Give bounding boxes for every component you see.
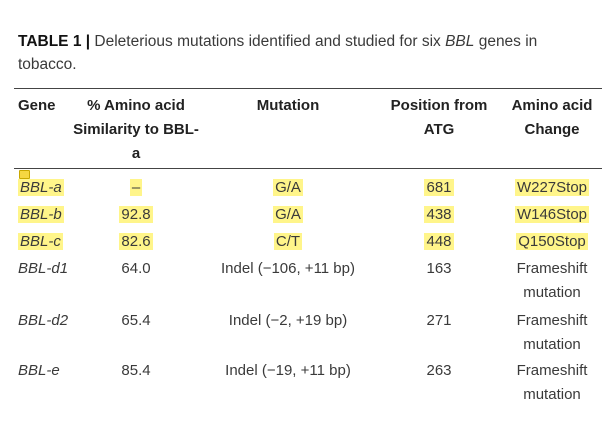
table-row: BBL-c 82.6 C/T 448 Q150Stop: [14, 230, 602, 257]
table-row: BBL-d2 65.4 Indel (−2, +19 bp) 271 Frame…: [14, 309, 602, 359]
mutation-cell: Indel (−106, +11 bp): [221, 260, 355, 277]
similarity-cell: 82.6: [119, 233, 153, 250]
change-cell: Frameshift mutation: [516, 260, 588, 301]
table-top-rule: [14, 88, 602, 89]
spacer-row: [14, 166, 602, 176]
change-cell: W227Stop: [514, 179, 590, 196]
position-cell: 263: [426, 362, 452, 379]
similarity-cell: 65.4: [121, 312, 151, 329]
mutation-cell: G/A: [273, 206, 303, 223]
gene-cell: BBL-b: [18, 206, 64, 223]
position-cell: 271: [426, 312, 452, 329]
caption-text-after: genes in tobacco.: [18, 33, 538, 73]
table-header-rule: [14, 168, 602, 169]
header-position: Position from ATG: [390, 97, 488, 138]
table-row: BBL-d1 64.0 Indel (−106, +11 bp) 163 Fra…: [14, 257, 602, 309]
similarity-cell: –: [129, 179, 143, 196]
gene-cell: BBL-d1: [18, 260, 69, 277]
mutation-cell: C/T: [273, 233, 303, 250]
table-row: BBL-b 92.8 G/A 438 W146Stop: [14, 203, 602, 230]
header-similarity: % Amino acid Similarity to BBL-a: [73, 97, 199, 162]
change-cell: Frameshift mutation: [516, 312, 588, 353]
similarity-cell: 92.8: [119, 206, 153, 223]
caption-text-before: Deleterious mutations identified and stu…: [90, 33, 446, 50]
caption-italic-term: BBL: [445, 33, 475, 50]
table-row: BBL-e 85.4 Indel (−19, +11 bp) 263 Frame…: [14, 359, 602, 409]
change-cell: W146Stop: [514, 206, 590, 223]
table-caption: TABLE 1 | Deleterious mutations identifi…: [18, 30, 598, 76]
change-cell: Q150Stop: [516, 233, 588, 250]
position-cell: 448: [424, 233, 454, 250]
gene-cell: BBL-c: [18, 233, 63, 250]
position-cell: 163: [426, 260, 452, 277]
gene-cell: BBL-d2: [18, 312, 69, 329]
gene-cell: BBL-a: [18, 179, 64, 196]
mutation-cell: G/A: [273, 179, 303, 196]
mutation-cell: Indel (−19, +11 bp): [225, 362, 351, 379]
similarity-cell: 85.4: [121, 362, 151, 379]
caption-label: TABLE 1 |: [18, 33, 91, 50]
header-change: Amino acid Change: [511, 97, 593, 138]
table-row: BBL-a – G/A 681 W227Stop: [14, 176, 602, 203]
header-row: Gene % Amino acid Similarity to BBL-a Mu…: [14, 88, 602, 166]
position-cell: 438: [424, 206, 454, 223]
header-mutation: Mutation: [256, 97, 320, 114]
comment-marker-icon[interactable]: [19, 170, 30, 179]
change-cell: Frameshift mutation: [516, 362, 588, 403]
similarity-cell: 64.0: [121, 260, 151, 277]
mutations-table: Gene % Amino acid Similarity to BBL-a Mu…: [14, 88, 602, 409]
mutation-cell: Indel (−2, +19 bp): [228, 312, 348, 329]
gene-cell: BBL-e: [18, 362, 60, 379]
position-cell: 681: [424, 179, 454, 196]
header-gene: Gene: [18, 97, 56, 114]
